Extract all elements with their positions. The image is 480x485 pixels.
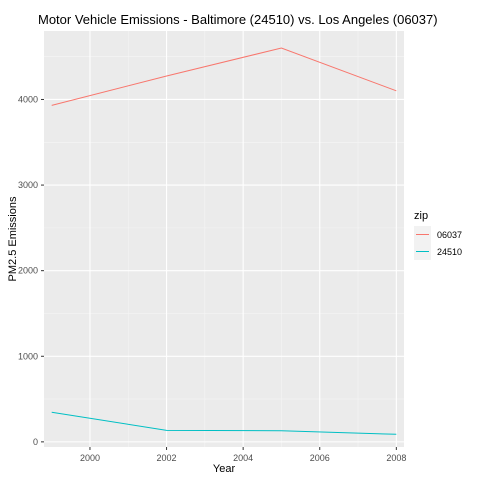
major-gridlines (44, 31, 404, 447)
series-line-06037 (51, 47, 397, 106)
y-axis-ticks: 0 1000 2000 3000 4000 (18, 94, 44, 447)
y-tick-label: 3000 (18, 180, 38, 190)
y-tick-label: 1000 (18, 351, 38, 361)
y-tick-label: 4000 (18, 94, 38, 104)
x-tick-label: 2008 (386, 453, 406, 463)
chart-title: Motor Vehicle Emissions - Baltimore (245… (38, 12, 438, 27)
x-axis-title: Year (213, 463, 236, 475)
y-tick-label: 0 (33, 437, 38, 447)
legend-label-06037: 06037 (437, 230, 462, 240)
series-line-24510 (51, 411, 397, 435)
legend: zip 06037 24510 (414, 210, 462, 260)
x-tick-label: 2002 (157, 453, 177, 463)
series-lines (51, 47, 397, 435)
y-tick-label: 2000 (18, 266, 38, 276)
legend-label-24510: 24510 (437, 247, 462, 257)
x-tick-label: 2006 (310, 453, 330, 463)
minor-gridlines (44, 31, 404, 447)
legend-items: 06037 24510 (414, 226, 462, 260)
plot-panel (44, 31, 404, 447)
legend-title: zip (414, 210, 428, 222)
x-tick-label: 2004 (233, 453, 253, 463)
x-axis-ticks: 2000 2002 2004 2006 2008 (80, 447, 406, 463)
x-tick-label: 2000 (80, 453, 100, 463)
y-axis-title: PM2.5 Emissions (7, 196, 19, 281)
